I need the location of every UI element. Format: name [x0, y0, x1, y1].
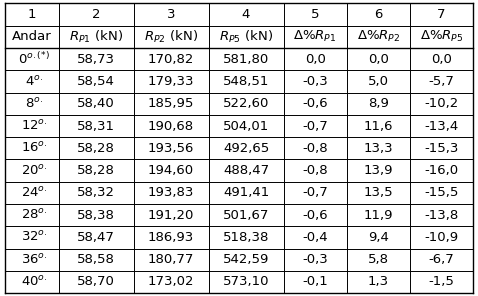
Text: 11,6: 11,6 — [364, 120, 393, 133]
Text: 3: 3 — [167, 8, 175, 21]
Text: -10,9: -10,9 — [424, 231, 459, 244]
Text: 13,9: 13,9 — [364, 164, 393, 177]
Text: 4$^{o.}$: 4$^{o.}$ — [25, 75, 43, 89]
Text: -0,6: -0,6 — [302, 209, 328, 222]
Text: -6,7: -6,7 — [429, 253, 455, 266]
Text: 58,31: 58,31 — [77, 120, 115, 133]
Text: 8$^{o.}$: 8$^{o.}$ — [25, 97, 43, 111]
Text: 504,01: 504,01 — [223, 120, 269, 133]
Text: $R_{P2}$ (kN): $R_{P2}$ (kN) — [144, 29, 198, 45]
Text: -0,4: -0,4 — [302, 231, 328, 244]
Text: 179,33: 179,33 — [148, 75, 195, 88]
Text: 36$^{o.}$: 36$^{o.}$ — [21, 253, 48, 267]
Text: 13,3: 13,3 — [364, 142, 393, 155]
Text: 58,58: 58,58 — [77, 253, 115, 266]
Text: 492,65: 492,65 — [223, 142, 269, 155]
Text: $\Delta$%$R_{P1}$: $\Delta$%$R_{P1}$ — [293, 29, 337, 44]
Text: -16,0: -16,0 — [424, 164, 459, 177]
Text: 5: 5 — [311, 8, 319, 21]
Text: 5,8: 5,8 — [368, 253, 389, 266]
Text: 11,9: 11,9 — [364, 209, 393, 222]
Text: 170,82: 170,82 — [148, 53, 194, 66]
Text: 0$^{o.(*)}$: 0$^{o.(*)}$ — [19, 51, 50, 67]
Text: $\Delta$%$R_{P2}$: $\Delta$%$R_{P2}$ — [357, 29, 400, 44]
Text: 194,60: 194,60 — [148, 164, 194, 177]
Text: 58,40: 58,40 — [77, 97, 115, 110]
Text: 13,5: 13,5 — [364, 186, 393, 199]
Text: -0,3: -0,3 — [302, 75, 328, 88]
Text: 32$^{o.}$: 32$^{o.}$ — [21, 230, 48, 244]
Text: 4: 4 — [242, 8, 250, 21]
Text: 7: 7 — [437, 8, 446, 21]
Text: 193,56: 193,56 — [148, 142, 194, 155]
Text: 20$^{o.}$: 20$^{o.}$ — [21, 164, 48, 178]
Text: -13,8: -13,8 — [424, 209, 459, 222]
Text: -15,3: -15,3 — [424, 142, 459, 155]
Text: 40$^{o.}$: 40$^{o.}$ — [21, 275, 48, 289]
Text: 491,41: 491,41 — [223, 186, 269, 199]
Text: 0,0: 0,0 — [368, 53, 389, 66]
Text: 58,47: 58,47 — [77, 231, 115, 244]
Text: -0,8: -0,8 — [302, 142, 328, 155]
Text: 9,4: 9,4 — [368, 231, 389, 244]
Text: 501,67: 501,67 — [223, 209, 269, 222]
Text: -0,8: -0,8 — [302, 164, 328, 177]
Text: 58,54: 58,54 — [77, 75, 115, 88]
Text: 58,70: 58,70 — [77, 275, 115, 288]
Text: 180,77: 180,77 — [148, 253, 194, 266]
Text: 522,60: 522,60 — [223, 97, 269, 110]
Text: -1,5: -1,5 — [429, 275, 455, 288]
Text: $\Delta$%$R_{P5}$: $\Delta$%$R_{P5}$ — [420, 29, 463, 44]
Text: 190,68: 190,68 — [148, 120, 194, 133]
Text: -15,5: -15,5 — [424, 186, 459, 199]
Text: -0,6: -0,6 — [302, 97, 328, 110]
Text: 518,38: 518,38 — [223, 231, 269, 244]
Text: -0,3: -0,3 — [302, 253, 328, 266]
Text: 0,0: 0,0 — [304, 53, 326, 66]
Text: -5,7: -5,7 — [429, 75, 455, 88]
Text: 542,59: 542,59 — [223, 253, 269, 266]
Text: 1: 1 — [27, 8, 36, 21]
Text: 5,0: 5,0 — [368, 75, 389, 88]
Text: 12$^{o.}$: 12$^{o.}$ — [21, 119, 48, 133]
Text: 0,0: 0,0 — [431, 53, 452, 66]
Text: 193,83: 193,83 — [148, 186, 194, 199]
Text: 58,38: 58,38 — [77, 209, 115, 222]
Text: -13,4: -13,4 — [424, 120, 459, 133]
Text: 1,3: 1,3 — [368, 275, 389, 288]
Text: 8,9: 8,9 — [368, 97, 389, 110]
Text: $R_{P1}$ (kN): $R_{P1}$ (kN) — [69, 29, 123, 45]
Text: -10,2: -10,2 — [424, 97, 459, 110]
Text: 6: 6 — [374, 8, 382, 21]
Text: -0,1: -0,1 — [302, 275, 328, 288]
Text: 58,28: 58,28 — [77, 142, 115, 155]
Text: 573,10: 573,10 — [223, 275, 269, 288]
Text: 186,93: 186,93 — [148, 231, 194, 244]
Text: 581,80: 581,80 — [223, 53, 269, 66]
Text: Andar: Andar — [12, 30, 52, 43]
Text: 16$^{o.}$: 16$^{o.}$ — [21, 141, 48, 155]
Text: 58,73: 58,73 — [77, 53, 115, 66]
Text: 24$^{o.}$: 24$^{o.}$ — [21, 186, 48, 200]
Text: 2: 2 — [92, 8, 100, 21]
Text: 58,32: 58,32 — [77, 186, 115, 199]
Text: -0,7: -0,7 — [302, 120, 328, 133]
Text: $R_{P5}$ (kN): $R_{P5}$ (kN) — [219, 29, 273, 45]
Text: 173,02: 173,02 — [148, 275, 195, 288]
Text: 191,20: 191,20 — [148, 209, 194, 222]
Text: 58,28: 58,28 — [77, 164, 115, 177]
Text: 548,51: 548,51 — [223, 75, 269, 88]
Text: 28$^{o.}$: 28$^{o.}$ — [21, 208, 48, 222]
Text: 185,95: 185,95 — [148, 97, 194, 110]
Text: 488,47: 488,47 — [223, 164, 269, 177]
Text: -0,7: -0,7 — [302, 186, 328, 199]
